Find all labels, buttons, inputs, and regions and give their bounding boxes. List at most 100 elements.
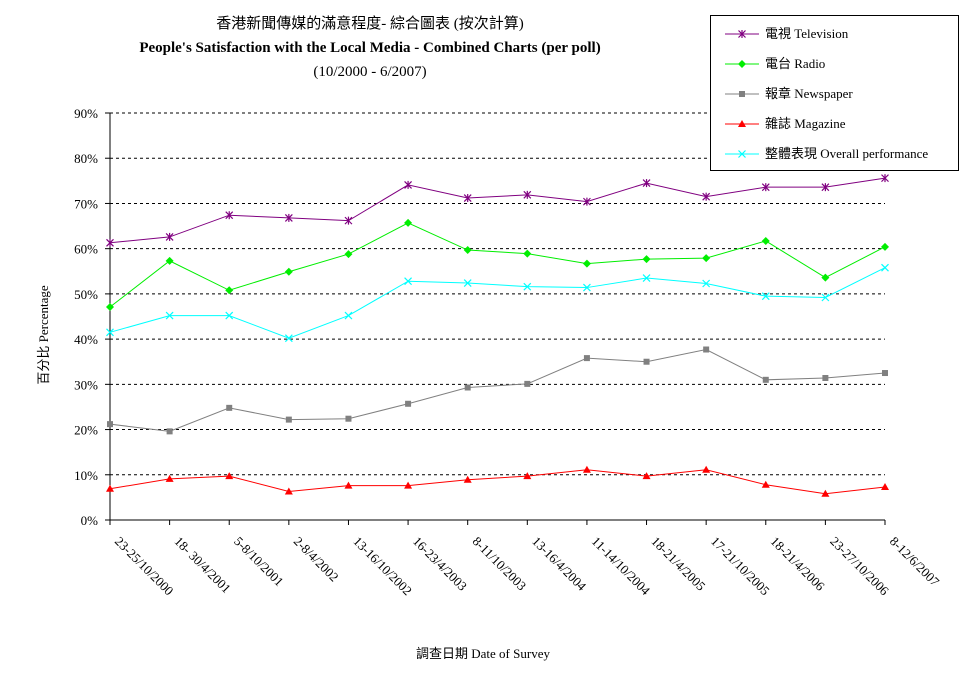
chart-title: 香港新聞傳媒的滿意程度- 綜合圖表 (按次計算)	[216, 16, 524, 32]
data-point	[225, 211, 234, 220]
y-tick-label: 40%	[74, 332, 98, 347]
series-line	[109, 177, 886, 244]
data-point	[284, 267, 293, 276]
data-point	[821, 489, 830, 497]
data-point	[523, 190, 532, 199]
data-point	[344, 481, 353, 489]
data-point	[344, 250, 353, 259]
y-tick-label: 50%	[74, 287, 98, 302]
x-tick-label: 23-25/10/2000	[112, 534, 177, 599]
data-point	[225, 286, 234, 295]
legend-label: 雜誌 Magazine	[765, 116, 846, 131]
data-point	[106, 303, 114, 312]
data-point	[702, 465, 711, 473]
data-point	[582, 283, 591, 292]
data-point	[822, 375, 829, 382]
data-point	[404, 481, 413, 489]
data-point	[761, 480, 770, 488]
data-point	[739, 91, 745, 97]
data-point	[703, 346, 710, 353]
data-point	[165, 311, 174, 320]
x-tick-label: 23-27/10/2006	[827, 534, 892, 599]
legend-swatch	[725, 60, 759, 68]
y-tick-label: 80%	[74, 151, 98, 166]
data-point	[106, 238, 114, 247]
data-point	[405, 400, 412, 407]
data-point	[226, 404, 233, 411]
data-point	[761, 183, 770, 192]
legend-swatch	[725, 91, 759, 97]
x-tick-label: 18-21/4/2006	[768, 534, 828, 594]
x-tick-label: 13-16/10/2002	[350, 534, 415, 599]
data-point	[761, 236, 770, 245]
data-point	[738, 30, 746, 38]
data-point	[165, 232, 174, 241]
series-line	[109, 469, 886, 495]
legend-label: 電台 Radio	[765, 56, 826, 71]
y-tick-label: 70%	[74, 196, 98, 211]
data-point	[882, 370, 888, 377]
data-point	[881, 263, 889, 272]
legend-label: 電視 Television	[765, 26, 849, 41]
data-point	[106, 328, 114, 337]
data-point	[463, 246, 472, 255]
data-point	[225, 311, 234, 320]
data-point	[881, 174, 889, 183]
data-point	[106, 484, 114, 492]
series-line	[109, 222, 886, 308]
y-tick-label: 60%	[74, 242, 98, 257]
chart-subtitle: People's Satisfaction with the Local Med…	[139, 40, 601, 56]
data-point	[821, 183, 830, 192]
data-point	[702, 254, 711, 263]
data-point	[738, 120, 746, 127]
data-point	[702, 279, 711, 288]
x-tick-label: 2-8/4/2002	[291, 534, 342, 585]
x-tick-label: 5-8/10/2001	[231, 534, 287, 590]
data-point	[166, 428, 173, 435]
legend-swatch	[725, 150, 759, 158]
y-tick-label: 90%	[74, 106, 98, 121]
data-point	[642, 255, 651, 264]
data-point	[821, 273, 830, 282]
x-tick-label: 18-21/4/2005	[648, 534, 708, 594]
data-point	[463, 194, 472, 203]
data-point	[643, 358, 650, 365]
data-point	[404, 277, 413, 286]
data-point	[523, 472, 532, 480]
data-point	[165, 474, 174, 482]
data-point	[284, 487, 293, 495]
x-axis-title: 調查日期 Date of Survey	[416, 646, 550, 661]
data-point	[702, 192, 711, 201]
data-point	[404, 180, 413, 189]
data-point	[225, 472, 234, 480]
y-tick-label: 0%	[81, 513, 99, 528]
data-point	[345, 415, 352, 422]
x-tick-label: 8-11/10/2003	[470, 534, 530, 594]
y-axis-title: 百分比 Percentage	[36, 285, 51, 385]
data-point	[738, 60, 746, 68]
x-tick-label: 16-23/4/2003	[410, 534, 470, 594]
y-tick-label: 10%	[74, 468, 98, 483]
data-point	[582, 465, 591, 473]
data-point	[642, 472, 651, 480]
x-tick-label: 18- 30/4/2001	[171, 534, 233, 596]
data-point	[165, 256, 174, 265]
legend-swatch	[725, 30, 759, 38]
data-point	[285, 416, 292, 423]
data-point	[464, 384, 471, 391]
x-tick-label: 13-16/4/2004	[529, 534, 589, 594]
data-point	[642, 179, 651, 188]
data-point	[881, 242, 889, 251]
series-line	[109, 348, 886, 432]
data-point	[738, 150, 746, 158]
legend-swatch	[725, 120, 759, 127]
data-point	[582, 259, 591, 268]
x-tick-label: 17-21/10/2005	[708, 534, 773, 599]
data-point	[881, 482, 889, 490]
data-point	[523, 282, 532, 291]
x-tick-label: 11-14/10/2004	[589, 534, 654, 599]
legend: 電視 Television 電台 Radio 報章 Newspaper 雜誌 Maga…	[710, 15, 959, 171]
data-point	[524, 380, 531, 387]
y-tick-label: 20%	[74, 423, 98, 438]
data-point	[523, 249, 532, 258]
